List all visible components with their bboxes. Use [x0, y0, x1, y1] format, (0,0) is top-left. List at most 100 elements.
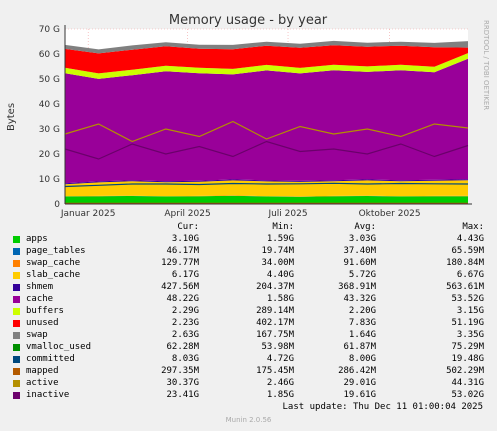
- legend-value-min: 1.85G: [266, 390, 294, 400]
- legend-row: inactive 23.41G 1.85G 19.61G 53.02G: [0, 390, 497, 402]
- y-tick-label: 40 G: [39, 100, 60, 110]
- area-slab_cache: [65, 180, 468, 197]
- legend-row: shmem 427.56M 204.37M 368.91M 563.61M: [0, 282, 497, 294]
- legend-value-max: 53.02G: [451, 390, 484, 400]
- legend-series-name: inactive: [26, 390, 70, 400]
- legend-series-name: page_tables: [26, 246, 86, 256]
- area-apps: [65, 195, 468, 204]
- legend-value-cur: 30.37G: [166, 378, 199, 388]
- legend-value-max: 3.15G: [456, 306, 484, 316]
- legend-header-cell: Min:: [272, 222, 294, 232]
- line-active: [64, 120, 469, 143]
- y-tick-label: 20 G: [39, 150, 60, 160]
- legend-value-cur: 46.17M: [166, 246, 199, 256]
- area-cache: [65, 58, 468, 184]
- legend-swatch: [13, 284, 20, 291]
- y-tick-label: 0: [54, 200, 60, 210]
- legend-value-avg: 3.03G: [348, 234, 376, 244]
- legend-value-cur: 23.41G: [166, 390, 199, 400]
- legend-value-max: 44.31G: [451, 378, 484, 388]
- legend-value-cur: 2.23G: [171, 318, 199, 328]
- legend-series-name: apps: [26, 234, 48, 244]
- legend-value-max: 65.59M: [451, 246, 484, 256]
- legend-value-avg: 286.42M: [338, 366, 376, 376]
- legend-value-cur: 129.77M: [161, 258, 199, 268]
- legend-value-avg: 29.01G: [343, 378, 376, 388]
- tick-labels: 0 10 G 20 G 30 G 40 G 50 G 60 G 70 G Januar 2025…: [39, 25, 421, 219]
- legend-value-min: 1.59G: [266, 234, 294, 244]
- legend-series-name: swap_cache: [26, 258, 81, 268]
- legend-value-min: 4.72G: [266, 354, 294, 364]
- y-tick-label: 30 G: [39, 125, 60, 135]
- y-axis-label: Bytes: [6, 103, 17, 131]
- legend-value-avg: 368.91M: [338, 282, 376, 292]
- area-swap: [65, 40, 468, 54]
- legend-series-name: shmem: [26, 282, 54, 292]
- x-tick-label: Januar 2025: [60, 209, 116, 219]
- legend-series-name: committed: [26, 354, 75, 364]
- legend-value-min: 4.40G: [266, 270, 294, 280]
- legend-row: unused 2.23G 402.17M 7.83G 51.19G: [0, 318, 497, 330]
- x-tick-label: April 2025: [164, 209, 210, 219]
- legend-row: swap 2.63G 167.75M 1.64G 3.35G: [0, 330, 497, 342]
- legend-series-name: buffers: [26, 306, 64, 316]
- legend-value-cur: 8.03G: [171, 354, 199, 364]
- legend-value-min: 2.46G: [266, 378, 294, 388]
- legend-swatch: [13, 392, 20, 399]
- legend-swatch: [13, 332, 20, 339]
- legend-value-avg: 91.60M: [343, 258, 376, 268]
- legend-swatch: [13, 296, 20, 303]
- area-swap_cache: [65, 195, 468, 197]
- legend-row: slab_cache 6.17G 4.40G 5.72G 6.67G: [0, 270, 497, 282]
- munin-version-text: Munin 2.0.56: [225, 416, 272, 424]
- legend-value-min: 1.58G: [266, 294, 294, 304]
- legend-value-max: 6.67G: [456, 270, 484, 280]
- legend-value-max: 4.43G: [456, 234, 484, 244]
- legend-row: page_tables 46.17M 19.74M 37.40M 65.59M: [0, 246, 497, 258]
- legend-swatch: [13, 236, 20, 243]
- legend-value-max: 3.35G: [456, 330, 484, 340]
- legend-swatch: [13, 248, 20, 255]
- legend-row: swap_cache 129.77M 34.00M 91.60M 180.84M: [0, 258, 497, 270]
- legend-value-min: 175.45M: [256, 366, 294, 376]
- legend-value-min: 167.75M: [256, 330, 294, 340]
- legend-series-name: swap: [26, 330, 48, 340]
- y-tick-label: 60 G: [39, 50, 60, 60]
- legend-value-min: 19.74M: [261, 246, 294, 256]
- last-update-text: Last update: Thu Dec 11 01:00:04 2025: [282, 402, 483, 412]
- legend-value-min: 34.00M: [261, 258, 294, 268]
- legend-swatch: [13, 356, 20, 363]
- legend-value-cur: 48.22G: [166, 294, 199, 304]
- legend-value-avg: 2.20G: [348, 306, 376, 316]
- legend-value-avg: 1.64G: [348, 330, 376, 340]
- legend-swatch: [13, 344, 20, 351]
- y-tick-label: 70 G: [39, 25, 60, 35]
- legend-swatch: [13, 380, 20, 387]
- legend-swatch: [13, 308, 20, 315]
- legend-value-cur: 427.56M: [161, 282, 199, 292]
- legend-value-cur: 62.28M: [166, 342, 199, 352]
- legend-value-max: 51.19G: [451, 318, 484, 328]
- legend-value-avg: 61.87M: [343, 342, 376, 352]
- x-tick-label: Juli 2025: [267, 209, 307, 219]
- legend-header-cell: Avg:: [354, 222, 376, 232]
- legend-value-min: 402.17M: [256, 318, 294, 328]
- legend-value-avg: 19.61G: [343, 390, 376, 400]
- legend-series-name: cache: [26, 294, 54, 304]
- legend-value-cur: 297.35M: [161, 366, 199, 376]
- legend-value-avg: 43.32G: [343, 294, 376, 304]
- legend-row: apps 3.10G 1.59G 3.03G 4.43G: [0, 234, 497, 246]
- legend-row: mapped 297.35M 175.45M 286.42M 502.29M: [0, 366, 497, 378]
- legend-row: vmalloc_used 62.28M 53.98M 61.87M 75.29M: [0, 342, 497, 354]
- legend-swatch: [13, 260, 20, 267]
- y-tick-label: 10 G: [39, 175, 60, 185]
- series-areas: [65, 40, 468, 204]
- legend-value-max: 53.52G: [451, 294, 484, 304]
- x-tick-label: Oktober 2025: [359, 209, 421, 219]
- legend-series-name: unused: [26, 318, 59, 328]
- legend-value-cur: 3.10G: [171, 234, 199, 244]
- legend-series-name: active: [26, 378, 59, 388]
- legend-swatch: [13, 368, 20, 375]
- legend-value-max: 563.61M: [446, 282, 484, 292]
